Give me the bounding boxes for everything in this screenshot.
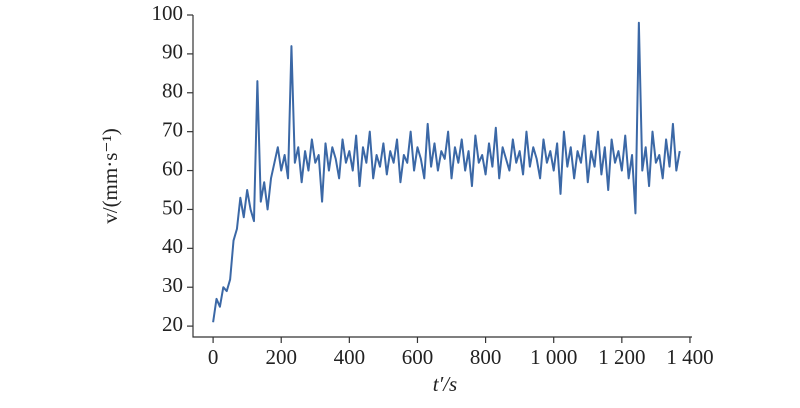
y-tick-label: 90 xyxy=(162,40,183,64)
x-tick-label: 0 xyxy=(208,345,219,369)
data-line xyxy=(212,21,681,323)
x-tick-label: 400 xyxy=(334,345,366,369)
y-tick-label: 80 xyxy=(162,79,183,103)
x-tick-label: 1 200 xyxy=(598,345,645,369)
axes xyxy=(192,15,692,338)
y-tick-label: 20 xyxy=(162,312,183,336)
x-axis-label: t′/s xyxy=(433,372,457,396)
x-tick-label: 600 xyxy=(402,345,434,369)
y-tick-label: 40 xyxy=(162,234,183,258)
x-tick-label: 200 xyxy=(265,345,297,369)
y-axis-label: v/(mm·s⁻¹) xyxy=(98,128,122,224)
y-tick-label: 70 xyxy=(162,117,183,141)
y-tick-label: 60 xyxy=(162,156,183,180)
x-tick-label: 800 xyxy=(470,345,502,369)
x-tick-label: 1 000 xyxy=(530,345,577,369)
y-tick-label: 30 xyxy=(162,273,183,297)
x-tick-label: 1 400 xyxy=(666,345,713,369)
y-tick-label: 100 xyxy=(152,1,184,25)
y-tick-label: 50 xyxy=(162,195,183,219)
